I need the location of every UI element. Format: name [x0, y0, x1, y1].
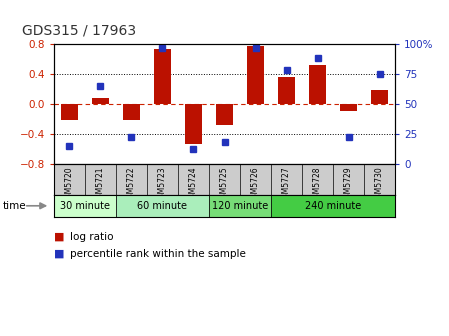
Bar: [340, 104, 357, 111]
Text: 60 minute: 60 minute: [137, 201, 187, 211]
Bar: [123, 104, 140, 120]
Text: GSM5723: GSM5723: [158, 166, 167, 203]
Text: GSM5730: GSM5730: [375, 166, 384, 203]
Text: percentile rank within the sample: percentile rank within the sample: [70, 249, 246, 259]
Bar: [278, 77, 295, 104]
Text: GSM5720: GSM5720: [65, 166, 74, 203]
Bar: [154, 49, 171, 104]
Text: GSM5727: GSM5727: [282, 166, 291, 203]
Text: log ratio: log ratio: [70, 232, 113, 242]
Text: GDS315 / 17963: GDS315 / 17963: [22, 24, 136, 38]
Bar: [54, 195, 116, 217]
Text: time: time: [2, 201, 26, 211]
Text: GSM5729: GSM5729: [344, 166, 353, 203]
Text: GSM5724: GSM5724: [189, 166, 198, 203]
Text: GSM5721: GSM5721: [96, 166, 105, 203]
Text: GSM5726: GSM5726: [251, 166, 260, 203]
Text: GSM5728: GSM5728: [313, 166, 322, 203]
Bar: [309, 65, 326, 104]
Bar: [61, 104, 78, 120]
Text: ■: ■: [54, 249, 64, 259]
Bar: [371, 90, 388, 104]
Bar: [209, 195, 271, 217]
Text: 240 minute: 240 minute: [305, 201, 361, 211]
Bar: [116, 195, 209, 217]
Text: GSM5722: GSM5722: [127, 166, 136, 203]
Bar: [271, 195, 395, 217]
Bar: [92, 98, 109, 104]
Text: 30 minute: 30 minute: [60, 201, 110, 211]
Bar: [185, 104, 202, 144]
Bar: [247, 46, 264, 104]
Text: 120 minute: 120 minute: [212, 201, 268, 211]
Text: GSM5725: GSM5725: [220, 166, 229, 203]
Bar: [216, 104, 233, 125]
Text: ■: ■: [54, 232, 64, 242]
